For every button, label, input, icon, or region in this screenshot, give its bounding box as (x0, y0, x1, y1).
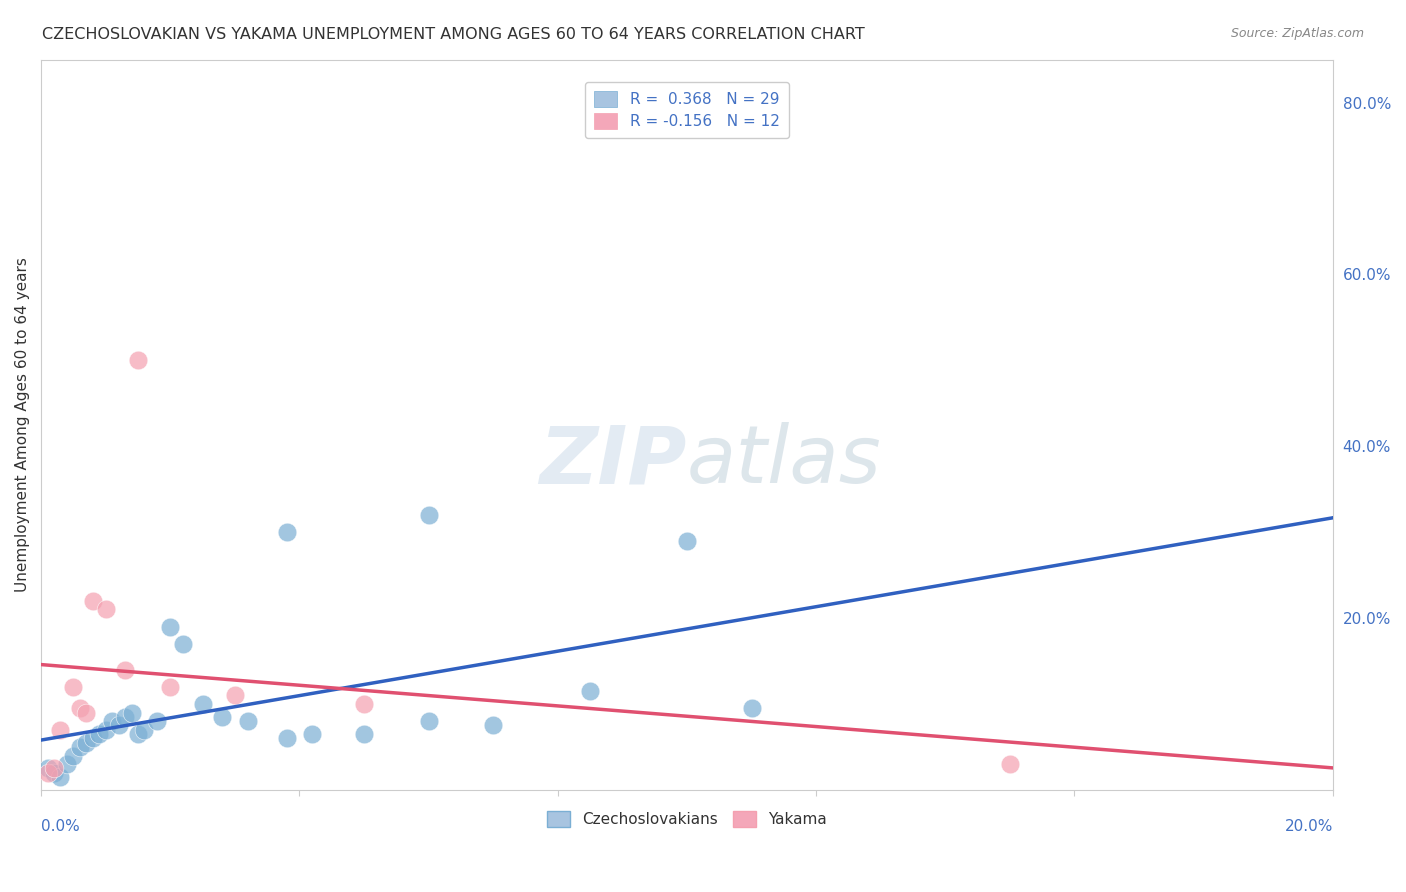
Point (42, 761, 65, 775)
Text: ZIP: ZIP (540, 422, 688, 500)
Point (418, 508, 440, 522)
Point (49, 770, 72, 784)
Point (127, 353, 149, 368)
Point (276, 525, 298, 540)
Point (82, 731, 104, 746)
Point (75, 706, 97, 720)
Point (236, 714, 259, 729)
Point (998, 757, 1021, 772)
Point (482, 718, 505, 732)
Point (69, 739, 91, 754)
Point (89, 727, 111, 741)
Point (101, 714, 124, 729)
Point (75, 736, 97, 750)
Text: 0.0%: 0.0% (41, 819, 80, 834)
Point (579, 684, 602, 698)
Text: atlas: atlas (688, 422, 882, 500)
Point (114, 710, 136, 724)
Point (191, 697, 214, 711)
Point (42, 765, 65, 780)
Point (211, 710, 233, 724)
Point (353, 727, 375, 741)
Point (676, 533, 699, 548)
Point (69, 701, 91, 715)
Point (121, 706, 143, 720)
Point (62, 680, 84, 694)
Point (134, 723, 156, 737)
Legend: Czechoslovakians, Yakama: Czechoslovakians, Yakama (541, 805, 834, 833)
Point (56, 757, 79, 772)
Point (159, 620, 181, 634)
Y-axis label: Unemployment Among Ages 60 to 64 years: Unemployment Among Ages 60 to 64 years (15, 257, 30, 592)
Text: CZECHOSLOVAKIAN VS YAKAMA UNEMPLOYMENT AMONG AGES 60 TO 64 YEARS CORRELATION CHA: CZECHOSLOVAKIAN VS YAKAMA UNEMPLOYMENT A… (42, 27, 865, 42)
Point (146, 714, 169, 729)
Point (114, 663, 136, 677)
Point (224, 689, 246, 703)
Point (172, 637, 194, 651)
Text: 20.0%: 20.0% (1285, 819, 1333, 834)
Point (94, 723, 117, 737)
Point (49, 723, 72, 737)
Point (82, 594, 104, 608)
Text: Source: ZipAtlas.com: Source: ZipAtlas.com (1230, 27, 1364, 40)
Point (353, 697, 375, 711)
Point (37, 765, 59, 780)
Point (37, 761, 59, 775)
Point (301, 727, 323, 741)
Point (107, 718, 129, 732)
Point (418, 714, 440, 729)
Point (276, 731, 298, 746)
Point (741, 701, 763, 715)
Point (62, 748, 84, 763)
Point (159, 680, 181, 694)
Point (94, 602, 117, 616)
Point (127, 727, 149, 741)
